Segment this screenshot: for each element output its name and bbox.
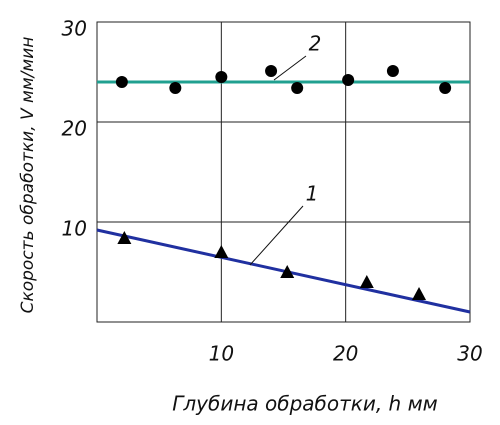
label-leader bbox=[249, 205, 304, 266]
triangle-point bbox=[412, 287, 427, 300]
y-axis-label: Скорость обработки, V мм/мин bbox=[18, 37, 38, 314]
circle-point bbox=[439, 82, 452, 94]
x-axis-label: Глубина обработки, h мм bbox=[172, 392, 438, 416]
y-tick-label: 30 bbox=[62, 17, 87, 41]
circle-point bbox=[115, 76, 128, 88]
label-leader bbox=[273, 55, 307, 81]
y-tick-label: 10 bbox=[62, 217, 87, 241]
triangle-point bbox=[214, 245, 229, 258]
triangle-point bbox=[359, 275, 374, 288]
series-label: 1 bbox=[306, 182, 319, 206]
circle-point bbox=[386, 65, 399, 77]
series-label: 2 bbox=[309, 32, 322, 56]
circle-point bbox=[215, 71, 228, 83]
x-tick-label: 30 bbox=[457, 342, 482, 366]
circle-point bbox=[169, 82, 182, 94]
triangle-point bbox=[117, 231, 132, 244]
x-tick-label: 10 bbox=[209, 342, 234, 366]
fit-line bbox=[96, 228, 471, 314]
y-tick-label: 20 bbox=[62, 117, 87, 141]
triangle-point bbox=[280, 265, 295, 278]
circle-point bbox=[265, 65, 278, 77]
circle-point bbox=[291, 82, 304, 94]
x-tick-label: 20 bbox=[333, 342, 358, 366]
circle-point bbox=[342, 74, 355, 86]
